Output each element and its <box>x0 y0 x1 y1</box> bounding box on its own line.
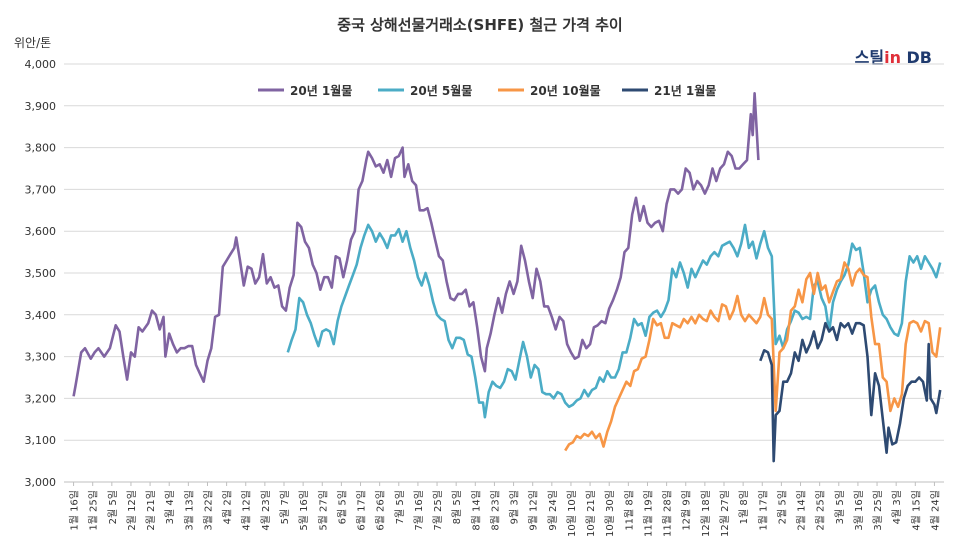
x-tick-label: 10월 10일 <box>566 490 578 537</box>
x-tick-label: 2월 5일 <box>776 490 788 524</box>
source-logo: 스틸in DB <box>854 48 932 67</box>
x-tick-label: 1월 16일 <box>69 490 81 531</box>
y-tick-label: 3,700 <box>25 183 57 196</box>
x-tick-label: 7월 25일 <box>432 490 444 531</box>
x-tick-label: 11월 8일 <box>623 490 635 531</box>
x-tick-label: 9월 3일 <box>509 490 521 524</box>
x-tick-label: 7월 5일 <box>394 490 406 524</box>
x-tick-label: 5월 16일 <box>298 490 310 531</box>
y-tick-label: 3,500 <box>25 267 57 280</box>
x-tick-label: 3월 22일 <box>202 490 214 531</box>
x-tick-label: 2월 12일 <box>126 490 138 531</box>
x-tick-label: 12월 9일 <box>681 490 693 531</box>
y-tick-label: 3,400 <box>25 309 57 322</box>
x-tick-label: 3월 25일 <box>872 490 884 531</box>
x-tick-label: 5월 27일 <box>317 490 329 531</box>
x-tick-label: 6월 17일 <box>356 490 368 531</box>
x-tick-label: 5월 7일 <box>279 490 291 524</box>
x-tick-label: 4월 12일 <box>241 490 253 531</box>
series-line-3 <box>564 261 942 452</box>
x-tick-label: 4월 3일 <box>891 490 903 524</box>
x-tick-label: 9월 12일 <box>528 490 540 531</box>
x-tick-label: 4월 23일 <box>260 490 272 531</box>
y-tick-label: 3,600 <box>25 225 57 238</box>
series-line-1 <box>72 92 760 397</box>
legend-label-3: 20년 10월물 <box>530 83 601 98</box>
y-axis-unit-label: 위안/톤 <box>14 36 52 50</box>
y-tick-label: 3,100 <box>25 434 57 447</box>
legend-label-2: 20년 5월물 <box>410 83 472 98</box>
x-tick-label: 10월 30일 <box>604 490 616 537</box>
y-tick-label: 3,000 <box>25 476 57 489</box>
x-tick-label: 11월 28일 <box>662 490 674 537</box>
legend-label-1: 20년 1월물 <box>290 83 352 98</box>
series-line-2 <box>286 223 942 419</box>
x-tick-label: 4월 24일 <box>929 490 941 531</box>
y-tick-label: 3,800 <box>25 142 57 155</box>
x-tick-label: 3월 5일 <box>834 490 846 524</box>
x-tick-label: 7월 16일 <box>413 490 425 531</box>
x-tick-label: 1월 8일 <box>738 490 750 524</box>
x-tick-label: 4월 2일 <box>222 490 234 524</box>
y-tick-label: 3,200 <box>25 392 57 405</box>
x-tick-label: 3월 16일 <box>853 490 865 531</box>
x-tick-label: 1월 17일 <box>757 490 769 531</box>
x-tick-label: 2월 5일 <box>107 490 119 524</box>
x-tick-label: 10월 21일 <box>585 490 597 537</box>
x-tick-label: 8월 14일 <box>470 490 482 531</box>
series-line-4 <box>759 321 942 463</box>
x-tick-label: 2월 21일 <box>145 490 157 531</box>
x-tick-label: 2월 25일 <box>815 490 827 531</box>
x-tick-label: 2월 14일 <box>796 490 808 531</box>
x-tick-label: 3월 4일 <box>164 490 176 524</box>
x-tick-label: 12월 27일 <box>719 490 731 537</box>
x-tick-label: 12월 18일 <box>700 490 712 537</box>
y-tick-label: 3,300 <box>25 351 57 364</box>
x-tick-label: 11월 19일 <box>642 490 654 537</box>
x-tick-label: 8월 23일 <box>489 490 501 531</box>
y-tick-label: 3,900 <box>25 100 57 113</box>
x-tick-label: 4월 15일 <box>910 490 922 531</box>
x-tick-label: 6월 26일 <box>375 490 387 531</box>
chart-title: 중국 상해선물거래소(SHFE) 철근 가격 추이 <box>337 16 623 34</box>
x-tick-label: 9월 24일 <box>547 490 559 531</box>
x-tick-label: 8월 5일 <box>451 490 463 524</box>
x-tick-label: 1월 25일 <box>88 490 100 531</box>
legend-label-4: 21년 1월물 <box>654 83 716 98</box>
y-tick-label: 4,000 <box>25 58 57 71</box>
x-tick-label: 3월 13일 <box>183 490 195 531</box>
x-tick-label: 6월 5일 <box>336 490 348 524</box>
